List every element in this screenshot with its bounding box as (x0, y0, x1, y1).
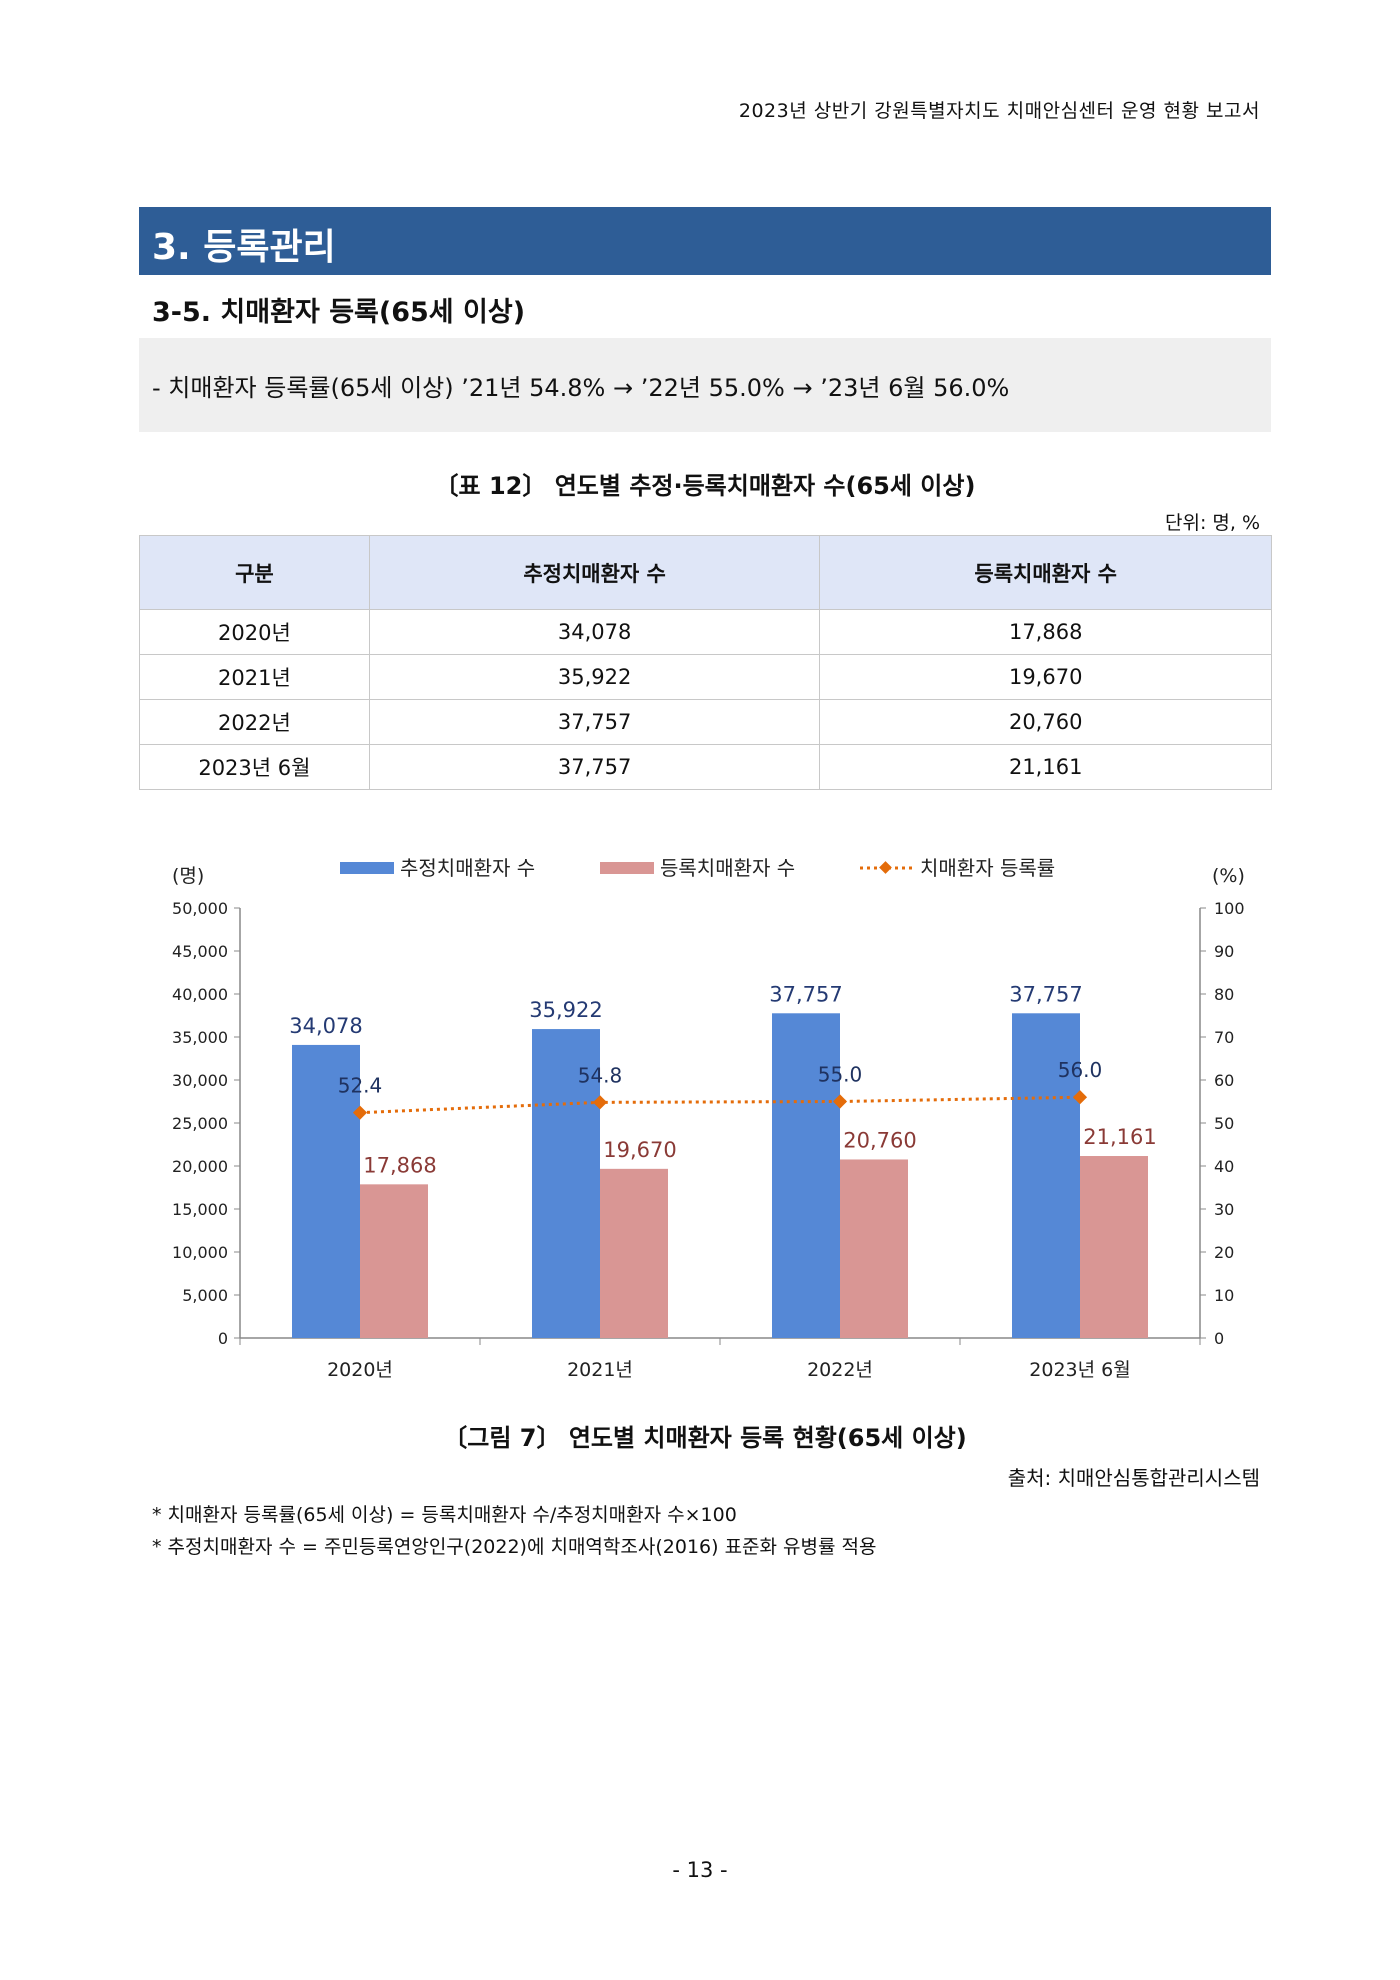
right-tick-label: 100 (1214, 899, 1245, 918)
table-cell: 17,868 (819, 609, 1272, 655)
legend-label: 추정치매환자 수 (400, 856, 535, 880)
rate-line (359, 1095, 1081, 1115)
bar-value-label: 21,161 (1083, 1125, 1156, 1149)
left-tick-label: 40,000 (172, 985, 228, 1004)
x-category-label: 2020년 (327, 1359, 393, 1381)
left-tick-label: 25,000 (172, 1114, 228, 1133)
left-tick-label: 15,000 (172, 1200, 228, 1219)
legend-marker (879, 861, 892, 874)
table-cell: 34,078 (368, 609, 821, 655)
left-tick-label: 10,000 (172, 1243, 228, 1262)
bar (360, 1184, 428, 1338)
footnote: * 치매환자 등록률(65세 이상) = 등록치매환자 수/추정치매환자 수×1… (152, 1504, 737, 1526)
table-cell: 35,922 (368, 654, 821, 700)
left-axis-unit: (명) (172, 865, 204, 887)
table-row: 2023년 6월 37,757 21,161 (139, 744, 1272, 790)
right-tick-label: 0 (1214, 1329, 1224, 1348)
table-cell: 2022년 (139, 699, 370, 745)
figure-caption: 〔그림 7〕 연도별 치매환자 등록 현황(65세 이상) (443, 1424, 967, 1452)
right-tick-label: 10 (1214, 1286, 1234, 1305)
table-cell: 2020년 (139, 609, 370, 655)
table-cell: 2021년 (139, 654, 370, 700)
bar-value-label: 37,757 (1009, 982, 1082, 1006)
right-tick-label: 40 (1214, 1157, 1234, 1176)
right-tick-label: 50 (1214, 1114, 1234, 1133)
footnote: * 추정치매환자 수 = 주민등록연앙인구(2022)에 치매역학조사(2016… (152, 1536, 877, 1558)
left-tick-label: 20,000 (172, 1157, 228, 1176)
table-row: 2022년 37,757 20,760 (139, 699, 1272, 745)
bar-value-label: 17,868 (363, 1153, 436, 1177)
summary-text: - 치매환자 등록률(65세 이상) ’21년 54.8% → ’22년 55.… (152, 374, 1010, 402)
right-tick-label: 70 (1214, 1028, 1234, 1047)
summary-box (139, 338, 1271, 432)
x-category-label: 2022년 (807, 1359, 873, 1381)
left-tick-label: 30,000 (172, 1071, 228, 1090)
page-number: - 13 - (672, 1858, 728, 1882)
bar (840, 1159, 908, 1338)
table-cell: 2023년 6월 (139, 744, 370, 790)
table-cell: 21,161 (819, 744, 1272, 790)
table-row: 2021년 35,922 19,670 (139, 654, 1272, 700)
legend-swatch (600, 862, 654, 874)
registration-chart: 0 0 5,000 10 10,000 20 15,000 30 20,000 40 25,000 5… (172, 856, 1245, 1381)
table-cell: 20,760 (819, 699, 1272, 745)
table-cell: 19,670 (819, 654, 1272, 700)
subsection-title: 3-5. 치매환자 등록(65세 이상) (152, 297, 526, 328)
legend-label: 치매환자 등록률 (920, 856, 1055, 880)
bar (532, 1029, 600, 1338)
x-category-label: 2023년 6월 (1029, 1359, 1130, 1381)
bar (292, 1044, 360, 1338)
column-header: 등록치매환자 수 (819, 535, 1272, 610)
bar-value-label: 20,760 (843, 1128, 916, 1152)
rate-value-label: 54.8 (578, 1063, 623, 1087)
rate-marker (592, 1095, 608, 1110)
right-tick-label: 90 (1214, 942, 1234, 961)
right-tick-label: 20 (1214, 1243, 1234, 1262)
table-row: 2020년 34,078 17,868 (139, 609, 1272, 655)
section-title: 3. 등록관리 (152, 227, 336, 268)
legend-label: 등록치매환자 수 (660, 856, 795, 880)
table-header-row: 구분 추정치매환자 수 등록치매환자 수 (139, 535, 1272, 610)
rate-value-label: 56.0 (1058, 1058, 1103, 1082)
bar-value-label: 19,670 (603, 1138, 676, 1162)
bar (1080, 1156, 1148, 1338)
left-tick-label: 0 (218, 1329, 228, 1348)
right-tick-label: 80 (1214, 985, 1234, 1004)
table-cell: 37,757 (368, 699, 821, 745)
table-cell: 37,757 (368, 744, 821, 790)
column-header: 구분 (139, 535, 370, 610)
left-tick-label: 50,000 (172, 899, 228, 918)
column-header: 추정치매환자 수 (368, 535, 821, 610)
left-tick-label: 45,000 (172, 942, 228, 961)
bar-value-label: 34,078 (289, 1014, 362, 1038)
right-axis-unit: (%) (1212, 865, 1245, 887)
document-header: 2023년 상반기 강원특별자치도 치매안심센터 운영 현황 보고서 (738, 100, 1260, 122)
bar (772, 1013, 840, 1338)
x-category-label: 2021년 (567, 1359, 633, 1381)
table-caption: 〔표 12〕 연도별 추정·등록치매환자 수(65세 이상) (434, 472, 976, 500)
bar (1012, 1013, 1080, 1338)
source-label: 출처: 치매안심통합관리시스템 (1007, 1466, 1260, 1490)
unit-label: 단위: 명, % (1164, 512, 1260, 534)
bar-value-label: 35,922 (529, 998, 602, 1022)
legend-swatch (340, 862, 394, 874)
right-tick-label: 30 (1214, 1200, 1234, 1219)
section-title-bar (139, 207, 1271, 275)
bar-value-label: 37,757 (769, 982, 842, 1006)
rate-value-label: 55.0 (818, 1063, 863, 1087)
rate-value-label: 52.4 (338, 1074, 383, 1098)
right-tick-label: 60 (1214, 1071, 1234, 1090)
left-tick-label: 5,000 (182, 1286, 228, 1305)
data-table: 구분 추정치매환자 수 등록치매환자 수 2020년 34,078 17,868… (139, 535, 1272, 790)
bar (600, 1168, 668, 1338)
left-tick-label: 35,000 (172, 1028, 228, 1047)
rate-marker (832, 1094, 848, 1109)
